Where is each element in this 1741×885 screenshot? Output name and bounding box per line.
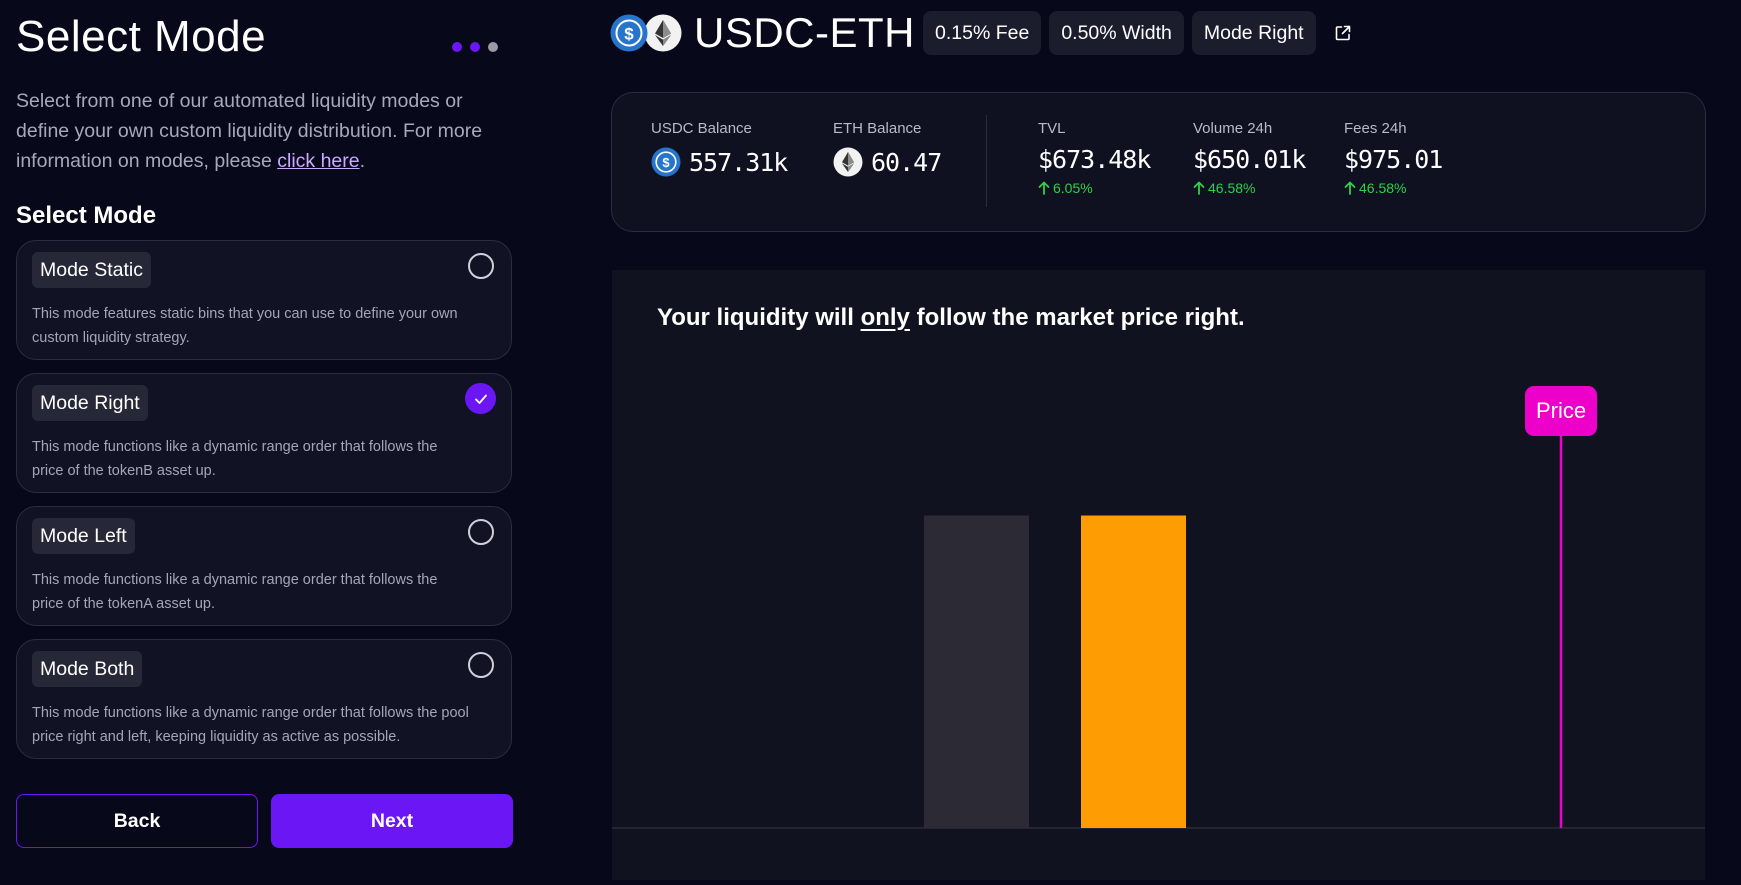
price-marker-label-bg xyxy=(1525,386,1597,436)
stat-label: TVL xyxy=(1038,120,1066,137)
step-dot-3 xyxy=(488,42,498,52)
step-dot-1 xyxy=(452,42,462,52)
liquidity-chart-panel: Price Your liquidity will only follow th… xyxy=(612,270,1705,880)
usdc-balance-stat: USDC Balance $ 557.31k xyxy=(651,120,788,177)
arrow-up-icon xyxy=(1344,181,1356,195)
mode-label: Mode Right xyxy=(32,385,148,421)
pool-header: $ USDC-ETH 0.15% Fee 0.50% Width Mode Ri… xyxy=(610,9,1352,56)
arrow-up-icon xyxy=(1193,181,1205,195)
change-value: 6.05% xyxy=(1053,180,1093,196)
intro-text: Select from one of our automated liquidi… xyxy=(16,86,506,176)
change-value: 46.58% xyxy=(1359,180,1407,196)
mode-label: Mode Both xyxy=(32,651,143,687)
volume-stat: Volume 24h $650.01k 46.58% xyxy=(1193,120,1306,196)
stat-value: 60.47 xyxy=(871,147,942,177)
intro-body: Select from one of our automated liquidi… xyxy=(16,90,483,172)
radio-button[interactable] xyxy=(468,519,494,545)
svg-text:$: $ xyxy=(624,25,634,44)
pair-icons: $ xyxy=(610,12,682,54)
click-here-link[interactable]: click here xyxy=(277,150,360,172)
mode-label: Mode Static xyxy=(32,252,151,288)
mode-card-right[interactable]: Mode Right This mode functions like a dy… xyxy=(16,373,512,493)
arrow-up-icon xyxy=(1038,181,1050,195)
stat-value: $650.01k xyxy=(1193,145,1306,174)
liquidity-chart: Price xyxy=(612,386,1705,829)
step-indicator xyxy=(452,42,498,52)
stat-value: $673.48k xyxy=(1038,145,1151,174)
stat-label: Fees 24h xyxy=(1344,120,1407,137)
mode-selection-panel: Select Mode Select from one of our autom… xyxy=(16,0,513,885)
radio-button[interactable] xyxy=(468,652,494,678)
mode-description: This mode features static bins that you … xyxy=(32,306,458,346)
stat-change: 46.58% xyxy=(1344,180,1442,196)
mode-label: Mode Left xyxy=(32,518,135,554)
price-marker-label: Price xyxy=(1536,398,1586,423)
eth-icon xyxy=(644,14,682,52)
chart-heading: Your liquidity will only follow the mark… xyxy=(657,304,1245,332)
external-link-icon[interactable] xyxy=(1334,24,1352,42)
section-title: Select Mode xyxy=(16,202,157,229)
svg-text:$: $ xyxy=(662,155,670,170)
page-title: Select Mode xyxy=(16,12,267,61)
radio-button-checked[interactable] xyxy=(465,383,496,414)
check-icon xyxy=(474,394,487,404)
stat-change: 46.58% xyxy=(1193,180,1305,196)
stat-label: ETH Balance xyxy=(833,120,922,137)
stat-label: Volume 24h xyxy=(1193,120,1273,137)
heading-before: Your liquidity will xyxy=(657,304,861,331)
stat-change: 6.05% xyxy=(1038,180,1150,196)
tvl-stat: TVL $673.48k 6.05% xyxy=(1038,120,1151,196)
stat-value: $975.01 xyxy=(1344,145,1443,174)
pair-title: USDC-ETH xyxy=(694,9,915,56)
pool-stats-card: USDC Balance $ 557.31k ETH Balance 60.47… xyxy=(611,92,1706,232)
mode-description: This mode functions like a dynamic range… xyxy=(32,705,469,745)
mode-description: This mode functions like a dynamic range… xyxy=(32,572,438,612)
usdc-icon: $ xyxy=(651,147,681,177)
step-dot-2 xyxy=(470,42,480,52)
mode-pill: Mode Right xyxy=(1191,11,1316,55)
liquidity-bar-active xyxy=(1081,515,1186,828)
stat-label: USDC Balance xyxy=(651,120,752,137)
radio-button[interactable] xyxy=(468,253,494,279)
stats-divider xyxy=(986,115,987,207)
heading-emphasis: only xyxy=(860,304,910,331)
change-value: 46.58% xyxy=(1208,180,1256,196)
liquidity-bar-inactive xyxy=(924,515,1029,828)
mode-card-both[interactable]: Mode Both This mode functions like a dyn… xyxy=(16,639,512,759)
eth-balance-stat: ETH Balance 60.47 xyxy=(833,120,942,177)
intro-end: . xyxy=(359,150,366,172)
usdc-icon: $ xyxy=(610,14,648,52)
stat-value: 557.31k xyxy=(689,147,788,177)
heading-after: follow the market price right. xyxy=(909,304,1245,331)
mode-description: This mode functions like a dynamic range… xyxy=(32,439,438,479)
fee-pill: 0.15% Fee xyxy=(923,11,1042,55)
next-button[interactable]: Next xyxy=(271,794,513,848)
mode-card-left[interactable]: Mode Left This mode functions like a dyn… xyxy=(16,506,512,626)
mode-card-static[interactable]: Mode Static This mode features static bi… xyxy=(16,240,512,360)
back-button[interactable]: Back xyxy=(16,794,258,848)
fees-stat: Fees 24h $975.01 46.58% xyxy=(1344,120,1443,196)
eth-icon xyxy=(833,147,863,177)
width-pill: 0.50% Width xyxy=(1049,11,1184,55)
